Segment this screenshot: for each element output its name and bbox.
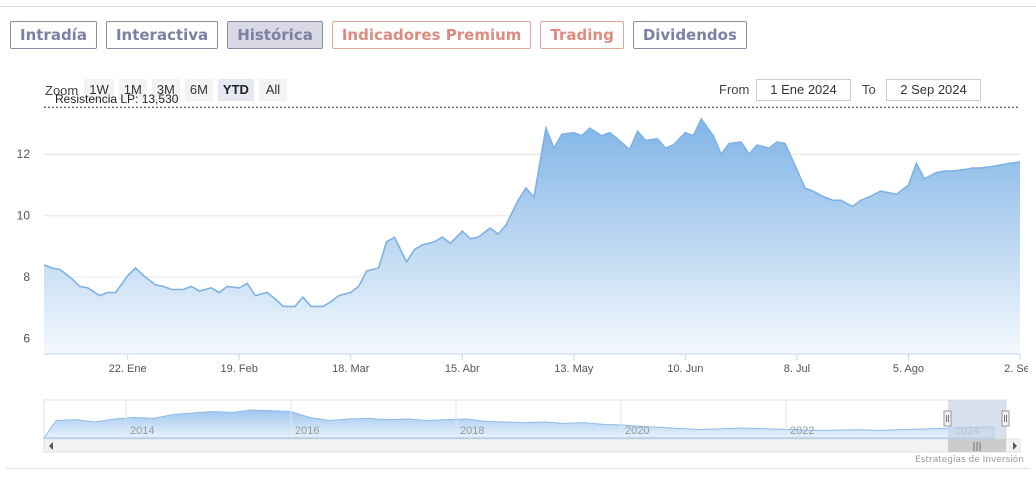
navigator-selection[interactable] bbox=[948, 400, 1006, 438]
chart-tabs: Intradía Interactiva Histórica Indicadores … bbox=[10, 21, 747, 49]
y-tick-label: 12 bbox=[17, 147, 31, 161]
tab-indicadores-premium[interactable]: Indicadores Premium bbox=[331, 21, 532, 49]
zoom-ytd-button[interactable]: YTD bbox=[217, 79, 254, 101]
zoom-buttons: 1W 1M 3M 6M YTD All bbox=[84, 79, 292, 101]
y-tick-label: 8 bbox=[23, 270, 30, 284]
zoom-all-button[interactable]: All bbox=[258, 79, 287, 101]
y-tick-label: 10 bbox=[17, 209, 31, 223]
x-tick-label: 10. Jun bbox=[667, 363, 703, 375]
tab-intradia[interactable]: Intradía bbox=[10, 21, 97, 49]
x-tick-label: 15. Abr bbox=[445, 363, 480, 375]
scrollbar-grip-icon[interactable]: ||| bbox=[972, 442, 981, 452]
from-label: From bbox=[719, 82, 750, 97]
x-tick-label: 8. Jul bbox=[784, 363, 810, 375]
price-line bbox=[43, 117, 1021, 308]
navigator-year-label: 2020 bbox=[625, 425, 649, 437]
zoom-1m-button[interactable]: 1M bbox=[118, 79, 147, 101]
zoom-controls: Zoom 1W 1M 3M 6M YTD All bbox=[45, 79, 292, 101]
to-date-input[interactable]: 2 Sep 2024 bbox=[886, 79, 981, 101]
top-divider bbox=[0, 6, 1036, 7]
zoom-3m-button[interactable]: 3M bbox=[151, 79, 180, 101]
navigator[interactable]: 201420162018202020222024||| bbox=[43, 399, 1021, 453]
x-tick-label: 22. Ene bbox=[109, 363, 147, 375]
tab-interactiva[interactable]: Interactiva bbox=[105, 21, 219, 49]
tab-dividendos[interactable]: Dividendos bbox=[632, 21, 747, 49]
x-tick-label: 18. Mar bbox=[332, 363, 370, 375]
navigator-year-label: 2018 bbox=[460, 425, 484, 437]
zoom-1w-button[interactable]: 1W bbox=[84, 79, 114, 101]
historical-chart: Zoom 1W 1M 3M 6M YTD All From 1 Ene 2024 To 2… bbox=[4, 62, 1028, 467]
scroll-right-arrow-icon[interactable] bbox=[1013, 442, 1017, 450]
scrollbar-thumb[interactable] bbox=[948, 439, 1006, 452]
chart-canvas[interactable]: Resistencia LP: 13,530Soporte LP: 7,000 … bbox=[4, 62, 1028, 467]
y-tick-label: 6 bbox=[23, 332, 30, 346]
x-tick-label: 19. Feb bbox=[221, 363, 258, 375]
navigator-year-label: 2016 bbox=[295, 425, 319, 437]
series-group bbox=[43, 117, 1021, 355]
y-axis: 6 8 10 12 bbox=[17, 147, 31, 345]
from-date-input[interactable]: 1 Ene 2024 bbox=[756, 79, 851, 101]
navigator-year-label: 2022 bbox=[790, 425, 814, 437]
x-axis: 22. Ene 19. Feb 18. Mar 15. Abr 13. May 10. J… bbox=[44, 353, 1028, 375]
chart-credit: Estrategias de Inversión bbox=[915, 455, 1024, 465]
x-tick-label: 13. May bbox=[554, 363, 594, 375]
navigator-scrollbar[interactable] bbox=[43, 438, 1021, 453]
navigator-left-handle[interactable] bbox=[943, 410, 952, 427]
resistance-label: Resistencia LP: 13,530 bbox=[55, 92, 179, 106]
navigator-series bbox=[43, 409, 995, 439]
zoom-6m-button[interactable]: 6M bbox=[184, 79, 213, 101]
navigator-year-label: 2014 bbox=[130, 425, 154, 437]
x-tick-label: 5. Ago bbox=[893, 363, 924, 375]
x-tick-label: 2. Sep bbox=[1004, 363, 1028, 375]
navigator-right-handle[interactable] bbox=[1001, 410, 1010, 427]
bottom-divider bbox=[6, 468, 1030, 469]
zoom-label: Zoom bbox=[45, 82, 79, 98]
to-label: To bbox=[862, 82, 876, 97]
scroll-left-arrow-icon[interactable] bbox=[49, 442, 53, 450]
tab-trading[interactable]: Trading bbox=[540, 21, 624, 49]
tab-historica[interactable]: Histórica bbox=[227, 21, 323, 49]
price-area bbox=[44, 118, 1020, 355]
